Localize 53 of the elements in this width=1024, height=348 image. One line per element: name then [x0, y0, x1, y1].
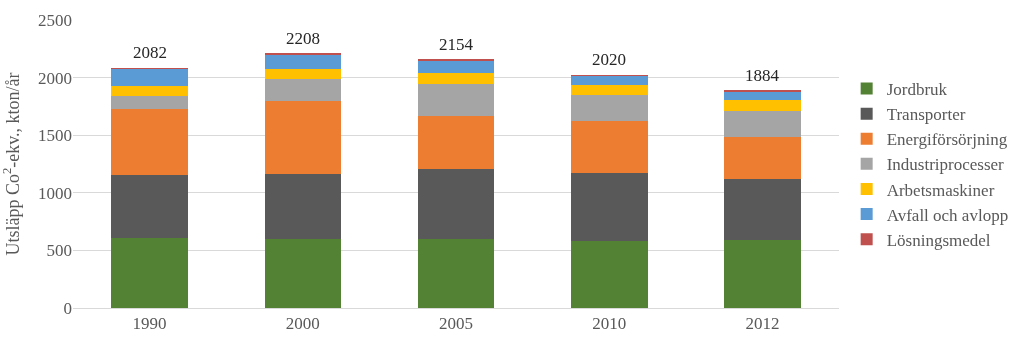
y-tick-label: 1500 [38, 126, 72, 146]
bar [570, 240, 648, 308]
bar [111, 85, 188, 97]
y-tick-label: 2500 [38, 10, 72, 30]
legend-label: Arbetsmaskiner [886, 180, 995, 200]
x-tick-label: 2010 [592, 314, 627, 334]
bar [724, 239, 801, 308]
bar [417, 116, 495, 170]
bar [417, 60, 495, 73]
total-label: 2082 [133, 43, 167, 62]
total-label: 2154 [439, 35, 474, 54]
bar [417, 83, 495, 117]
bar [264, 174, 342, 240]
x-tick-label: 2012 [745, 314, 780, 334]
bar [724, 99, 801, 111]
bar [570, 94, 648, 122]
bar [570, 84, 648, 95]
legend-label: Avfall och avlopp [886, 205, 1009, 225]
bar [264, 68, 342, 80]
x-tick-label: 2005 [439, 314, 473, 334]
legend-label: Industriprocesser [886, 155, 1005, 175]
y-tick-label: 2000 [38, 68, 72, 88]
y-tick-label: 1000 [38, 183, 72, 203]
bar [724, 91, 801, 100]
bar [264, 54, 342, 69]
y-tick-label: 0 [63, 298, 72, 318]
bar [417, 169, 495, 240]
x-tick-label: 2000 [285, 314, 320, 334]
x-tick-label: 1990 [132, 314, 167, 334]
bar [264, 79, 342, 102]
total-label: 2020 [592, 50, 626, 69]
bar [264, 239, 342, 308]
bar [111, 238, 188, 308]
bar [570, 173, 648, 241]
total-label: 2208 [286, 29, 320, 48]
bar [111, 68, 188, 86]
legend-label: Energiförsörjning [886, 130, 1008, 150]
y-tick-label: 500 [46, 241, 72, 261]
bar [570, 121, 648, 174]
bar [111, 109, 188, 176]
bar [724, 110, 801, 137]
bar [417, 72, 495, 84]
bar [264, 101, 342, 175]
legend-label: Transporter [886, 105, 966, 125]
legend-label: Jordbruk [886, 80, 948, 100]
bar [111, 96, 188, 110]
legend-label: Lösningsmedel [886, 230, 991, 250]
total-label: 1884 [745, 66, 780, 85]
bar [724, 136, 801, 180]
bar [570, 75, 648, 85]
bar [724, 179, 801, 240]
bar [111, 175, 188, 239]
bar [417, 239, 495, 308]
